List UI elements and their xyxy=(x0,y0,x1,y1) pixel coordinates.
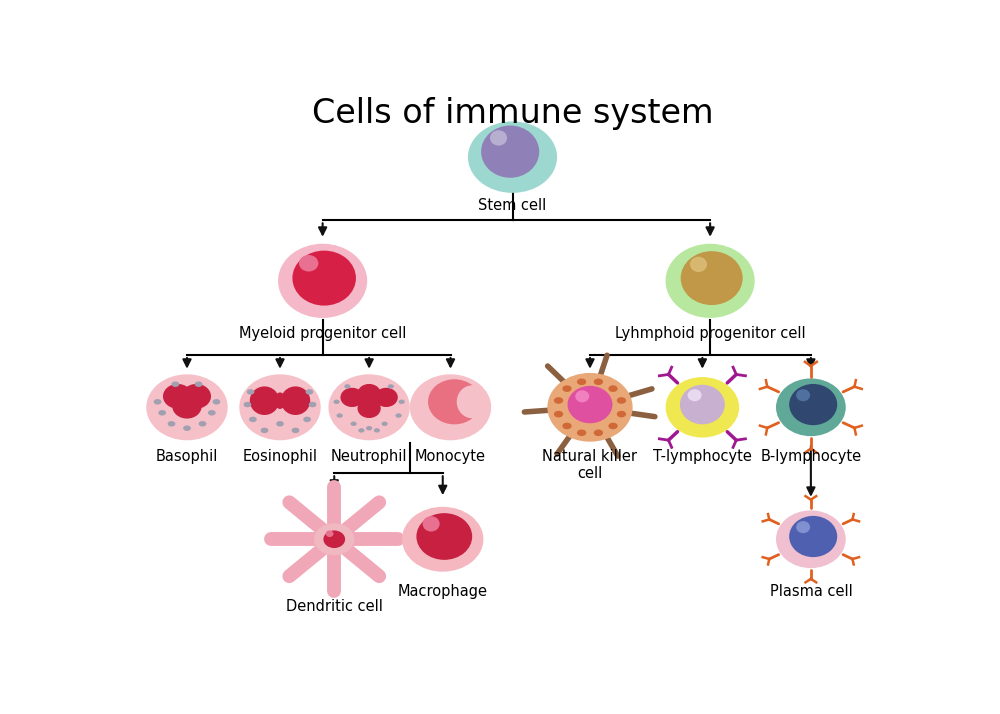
Text: Eosinophil: Eosinophil xyxy=(242,448,318,463)
Ellipse shape xyxy=(213,399,220,405)
Ellipse shape xyxy=(326,531,333,537)
Ellipse shape xyxy=(249,417,257,422)
Ellipse shape xyxy=(261,428,268,433)
Text: T-lymphocyte: T-lymphocyte xyxy=(653,448,752,463)
Ellipse shape xyxy=(796,521,810,533)
Ellipse shape xyxy=(358,384,381,403)
Ellipse shape xyxy=(594,430,603,436)
Ellipse shape xyxy=(568,386,612,423)
Ellipse shape xyxy=(776,511,846,568)
Ellipse shape xyxy=(410,374,491,441)
Ellipse shape xyxy=(666,377,739,438)
Ellipse shape xyxy=(314,523,354,555)
Ellipse shape xyxy=(617,411,626,418)
Ellipse shape xyxy=(388,384,394,388)
Ellipse shape xyxy=(681,251,743,305)
Ellipse shape xyxy=(158,410,166,416)
Ellipse shape xyxy=(182,384,211,408)
Ellipse shape xyxy=(423,516,440,531)
Ellipse shape xyxy=(154,399,161,405)
Ellipse shape xyxy=(303,417,311,422)
Ellipse shape xyxy=(281,386,310,415)
Ellipse shape xyxy=(337,413,343,418)
Ellipse shape xyxy=(306,389,313,395)
Ellipse shape xyxy=(195,381,202,387)
Ellipse shape xyxy=(199,421,206,426)
Ellipse shape xyxy=(562,423,572,429)
Ellipse shape xyxy=(340,388,364,407)
Ellipse shape xyxy=(490,130,507,146)
Ellipse shape xyxy=(776,378,846,436)
Text: Plasma cell: Plasma cell xyxy=(770,584,852,599)
Text: Stem cell: Stem cell xyxy=(478,198,547,213)
Ellipse shape xyxy=(247,389,254,395)
Ellipse shape xyxy=(344,384,351,388)
Ellipse shape xyxy=(468,121,557,193)
Ellipse shape xyxy=(328,374,410,441)
Ellipse shape xyxy=(399,400,405,404)
Ellipse shape xyxy=(789,516,837,557)
Ellipse shape xyxy=(375,388,398,407)
Ellipse shape xyxy=(690,256,707,272)
Ellipse shape xyxy=(395,413,402,418)
Ellipse shape xyxy=(562,386,572,392)
Text: Basophil: Basophil xyxy=(156,448,218,463)
Ellipse shape xyxy=(299,255,318,271)
Ellipse shape xyxy=(577,378,586,385)
Ellipse shape xyxy=(250,386,279,415)
Ellipse shape xyxy=(323,531,345,548)
Ellipse shape xyxy=(292,251,356,306)
Ellipse shape xyxy=(617,397,626,404)
Ellipse shape xyxy=(208,410,216,416)
Ellipse shape xyxy=(239,374,321,441)
Ellipse shape xyxy=(680,385,725,424)
Ellipse shape xyxy=(172,394,202,418)
Ellipse shape xyxy=(333,400,340,404)
Ellipse shape xyxy=(796,389,810,401)
Ellipse shape xyxy=(163,384,192,408)
Text: Dendritic cell: Dendritic cell xyxy=(286,598,383,613)
Text: Monocyte: Monocyte xyxy=(415,448,486,463)
Ellipse shape xyxy=(244,402,251,407)
Text: Myeloid progenitor cell: Myeloid progenitor cell xyxy=(239,326,406,341)
Ellipse shape xyxy=(457,386,488,418)
Ellipse shape xyxy=(577,430,586,436)
Ellipse shape xyxy=(351,421,357,426)
Ellipse shape xyxy=(276,421,284,426)
Ellipse shape xyxy=(481,126,539,178)
Ellipse shape xyxy=(183,426,191,431)
Ellipse shape xyxy=(358,428,364,433)
Ellipse shape xyxy=(168,421,175,426)
Ellipse shape xyxy=(416,513,472,560)
Ellipse shape xyxy=(146,374,228,441)
Ellipse shape xyxy=(608,423,618,429)
Text: Neutrophil: Neutrophil xyxy=(331,448,407,463)
Ellipse shape xyxy=(428,379,481,424)
Ellipse shape xyxy=(554,397,563,404)
Ellipse shape xyxy=(366,426,372,431)
Ellipse shape xyxy=(274,393,286,409)
Ellipse shape xyxy=(608,386,618,392)
Ellipse shape xyxy=(594,378,603,385)
Text: Lyhmphoid progenitor cell: Lyhmphoid progenitor cell xyxy=(615,326,805,341)
Ellipse shape xyxy=(358,399,381,418)
Ellipse shape xyxy=(382,421,388,426)
Ellipse shape xyxy=(688,389,702,401)
Ellipse shape xyxy=(547,373,633,442)
Ellipse shape xyxy=(309,402,316,407)
Ellipse shape xyxy=(789,384,837,425)
Ellipse shape xyxy=(402,507,483,572)
Ellipse shape xyxy=(575,391,589,403)
Text: Natural killer
cell: Natural killer cell xyxy=(542,448,638,481)
Ellipse shape xyxy=(666,243,755,318)
Ellipse shape xyxy=(292,428,299,433)
Ellipse shape xyxy=(554,411,563,418)
Ellipse shape xyxy=(374,428,380,433)
Text: Cells of immune system: Cells of immune system xyxy=(312,96,713,130)
Ellipse shape xyxy=(172,381,179,387)
Text: B-lymphocyte: B-lymphocyte xyxy=(760,448,861,463)
Text: Macrophage: Macrophage xyxy=(398,584,488,599)
Ellipse shape xyxy=(278,243,367,318)
